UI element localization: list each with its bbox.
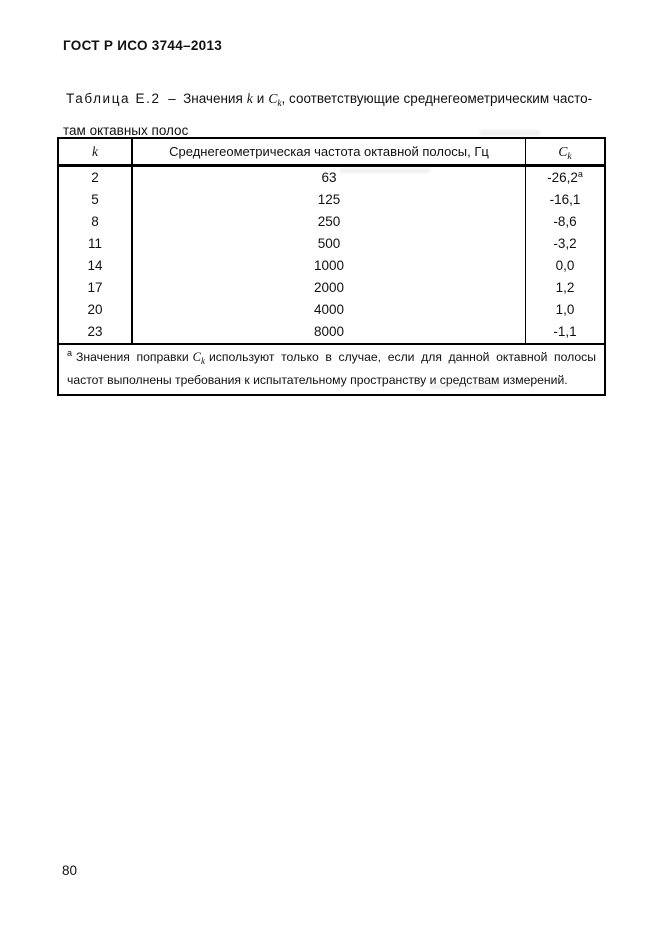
caption-and: и xyxy=(256,91,265,106)
cell-frequency: 8000 xyxy=(133,321,526,343)
cell-ck: -26,2а xyxy=(547,169,583,186)
footnote-text-part1: Значения поправки xyxy=(76,350,189,364)
table-row: 8 250 -8,6 xyxy=(59,211,604,233)
table-row: 2 63 -26,2а xyxy=(59,167,604,189)
cell-ck: 1,0 xyxy=(555,302,575,317)
cell-k: 2 xyxy=(59,167,133,189)
cell-k: 8 xyxy=(59,211,133,233)
caption-text-after: , соответствующие среднегеометрическим ч… xyxy=(281,91,593,106)
cell-k: 11 xyxy=(59,233,133,255)
footnote-marker: а xyxy=(67,348,73,358)
cell-ck: -16,1 xyxy=(549,192,581,207)
cell-ck: 0,0 xyxy=(555,258,575,273)
table-caption-line1: Таблица Е.2 – Значения k и Ck, соответствую… xyxy=(63,86,609,118)
header-cell-frequency: Среднегеометрическая частота октавной по… xyxy=(133,139,526,164)
cell-ck: -3,2 xyxy=(553,236,577,251)
table-caption-label: Таблица Е.2 xyxy=(66,91,161,106)
page-number: 80 xyxy=(62,863,78,878)
cell-k: 23 xyxy=(59,321,133,343)
cell-frequency: 1000 xyxy=(133,255,526,277)
table-row: 14 1000 0,0 xyxy=(59,255,604,277)
table-body: 2 63 -26,2а 5 125 -16,1 8 250 -8,6 11 50… xyxy=(59,167,604,345)
table-header-row: k Среднегеометрическая частота октавной … xyxy=(59,139,604,167)
cell-k: 17 xyxy=(59,277,133,299)
math-ck-symbol: Ck xyxy=(268,91,282,109)
table-footnote: а Значения поправки Ck используют только в … xyxy=(59,345,604,394)
cell-k: 20 xyxy=(59,299,133,321)
header-cell-k: k xyxy=(59,139,133,164)
document-title: ГОСТ Р ИСО 3744–2013 xyxy=(63,38,223,53)
table-row: 23 8000 -1,1 xyxy=(59,321,604,343)
cell-frequency: 63 xyxy=(133,167,526,189)
table-caption: Таблица Е.2 – Значения k и Ck, соответствую… xyxy=(63,86,609,143)
table-row: 20 4000 1,0 xyxy=(59,299,604,321)
cell-ck: -8,6 xyxy=(553,214,577,229)
math-ck-symbol: Ck xyxy=(192,350,205,366)
caption-dash: – xyxy=(168,91,176,106)
table-row: 5 125 -16,1 xyxy=(59,189,604,211)
cell-k: 5 xyxy=(59,189,133,211)
footnote-text-part2: используют только в случае, если для дан… xyxy=(67,350,596,387)
cell-frequency: 250 xyxy=(133,211,526,233)
footnote-reference: а xyxy=(577,169,583,179)
cell-ck: 1,2 xyxy=(555,280,575,295)
values-table: k Среднегеометрическая частота октавной … xyxy=(57,137,606,396)
cell-k: 14 xyxy=(59,255,133,277)
table-caption-line2: там октавных полос xyxy=(63,122,189,138)
math-k-symbol: k xyxy=(246,91,253,106)
cell-frequency: 4000 xyxy=(133,299,526,321)
table-row: 17 2000 1,2 xyxy=(59,277,604,299)
cell-ck: -1,1 xyxy=(553,324,577,339)
table-row: 11 500 -3,2 xyxy=(59,233,604,255)
cell-frequency: 500 xyxy=(133,233,526,255)
caption-text: Значения xyxy=(183,91,243,106)
cell-frequency: 125 xyxy=(133,189,526,211)
header-cell-ck: Ck xyxy=(558,144,572,162)
cell-frequency: 2000 xyxy=(133,277,526,299)
